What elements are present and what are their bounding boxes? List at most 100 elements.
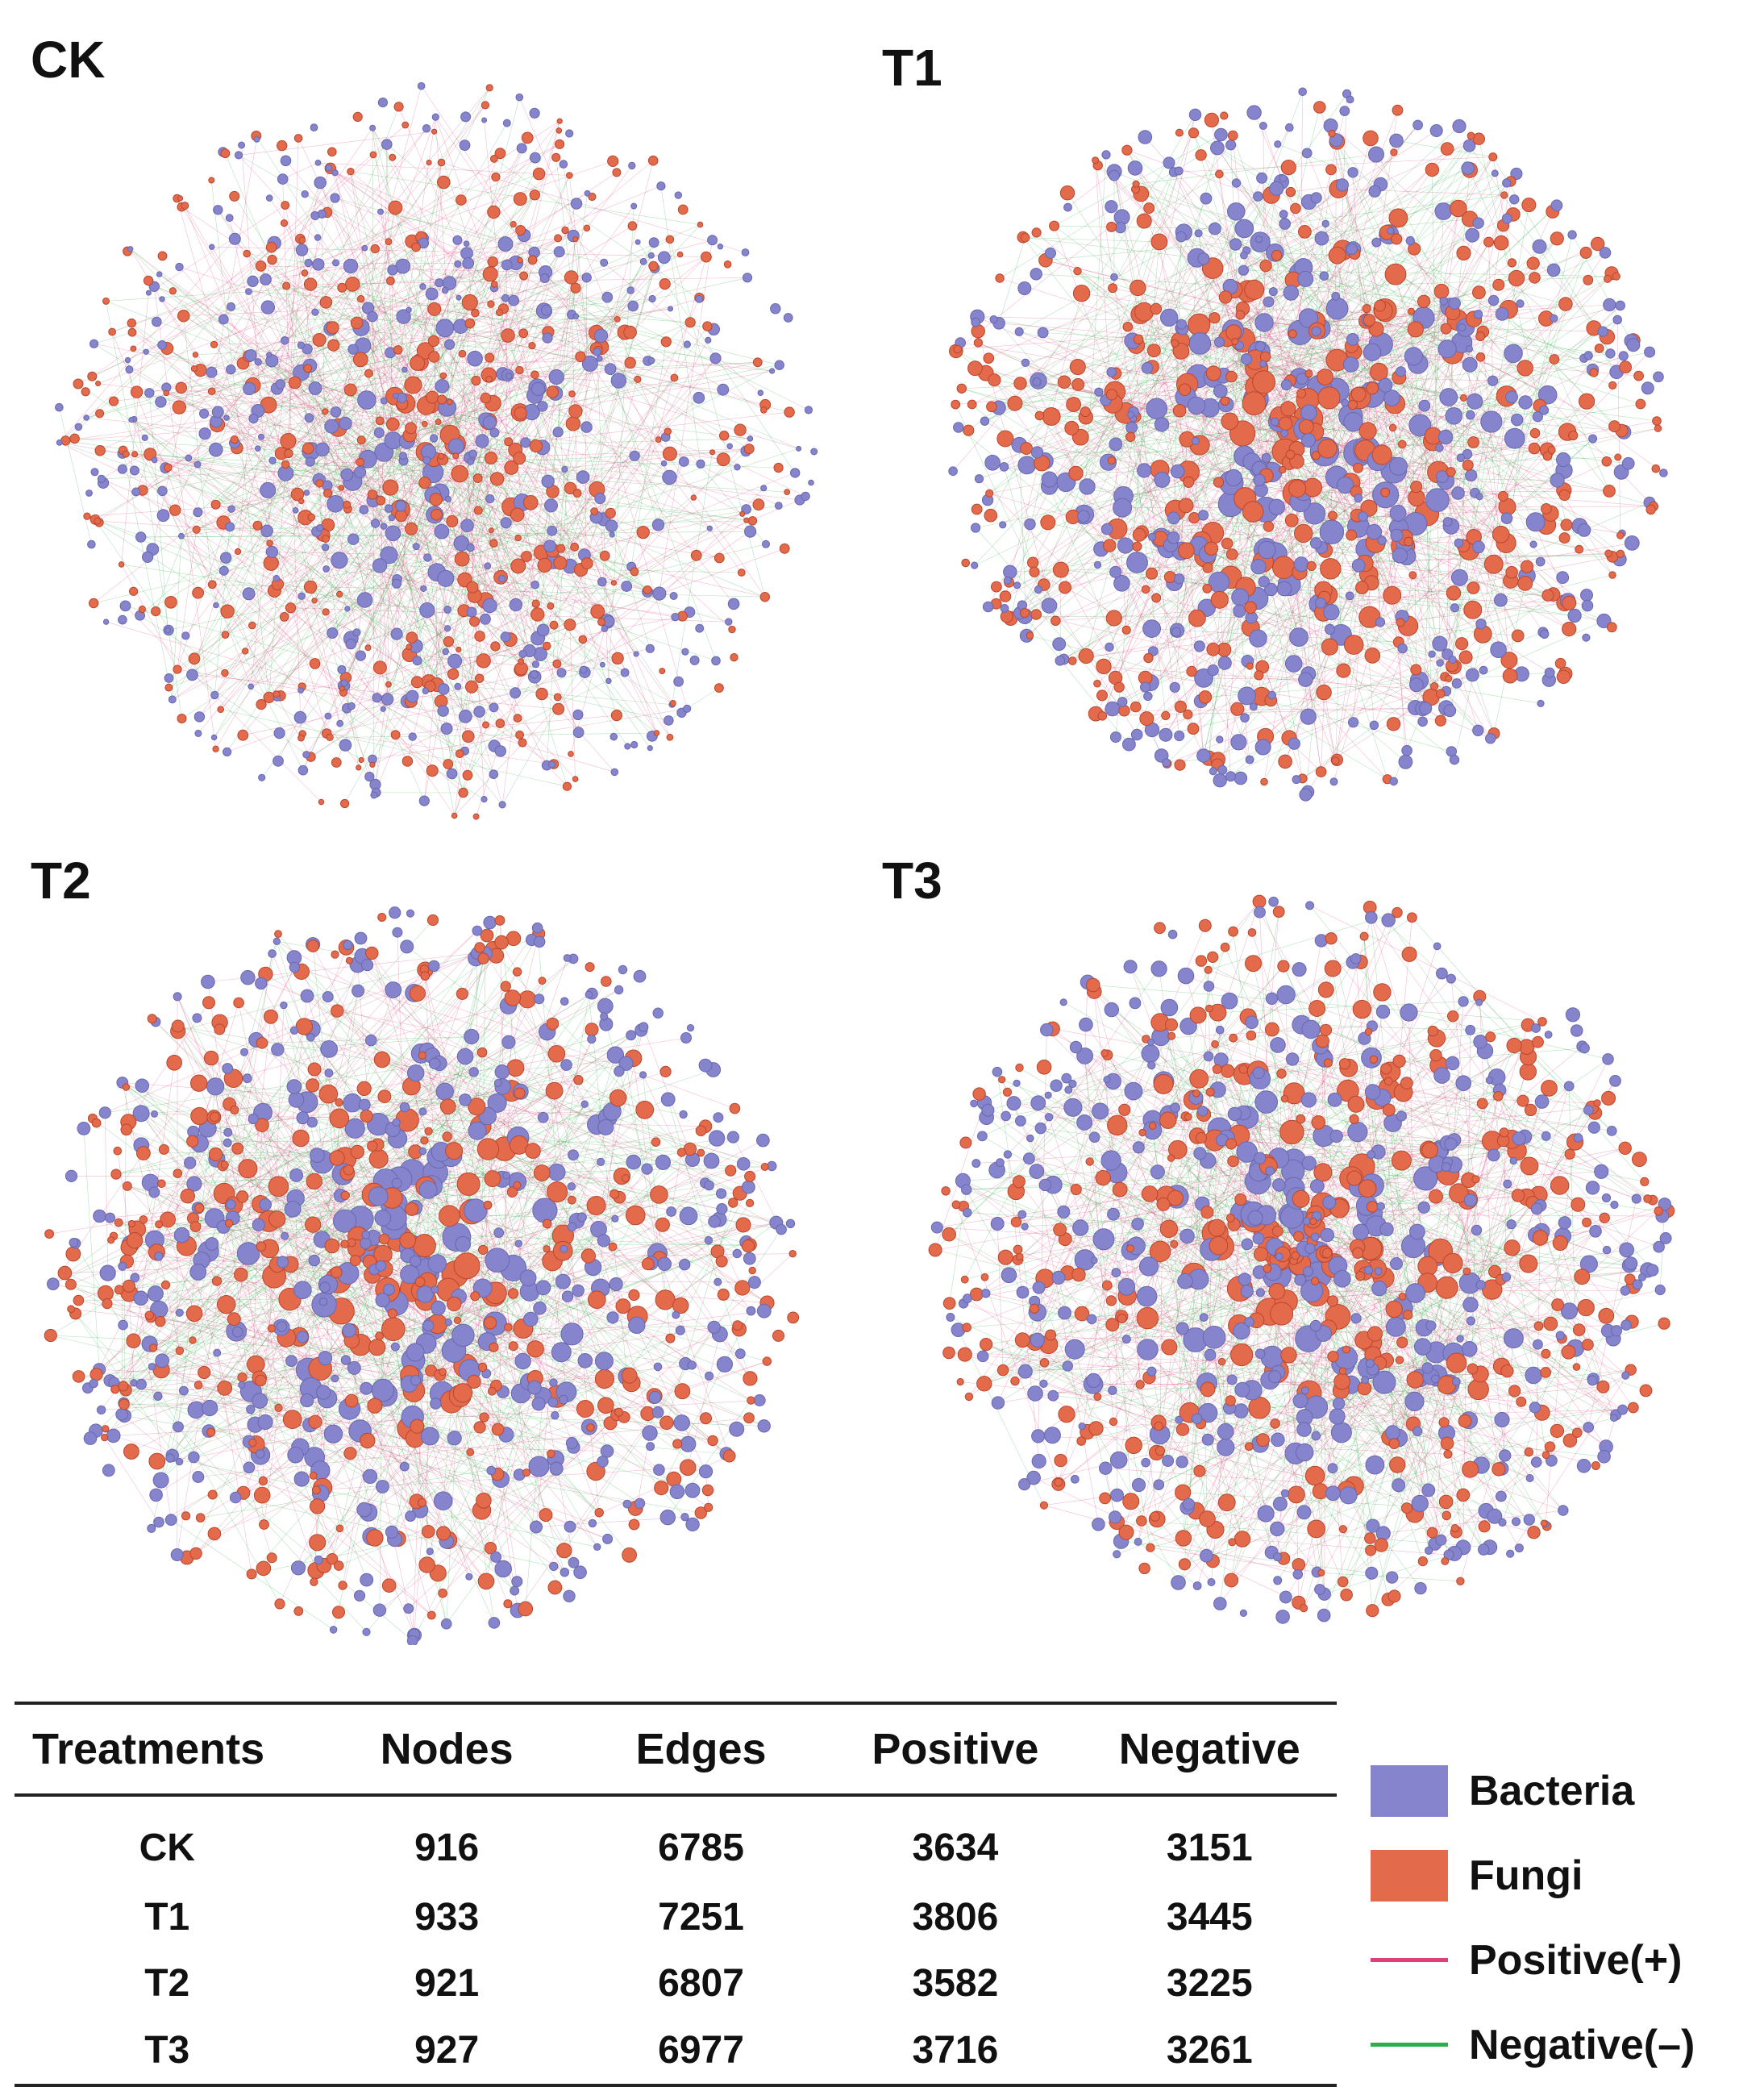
bacteria-node (670, 1485, 684, 1499)
fungi-node (1148, 344, 1161, 357)
bacteria-node (230, 1492, 241, 1503)
fungi-node (260, 1520, 269, 1530)
bacteria-node (374, 428, 384, 438)
bacteria-node (1396, 367, 1406, 377)
bacteria-node (289, 1092, 304, 1107)
bacteria-node (362, 1231, 370, 1239)
fungi-node (463, 770, 472, 780)
fungi-node (510, 508, 524, 522)
bacteria-node (971, 318, 980, 327)
bacteria-node (190, 1264, 206, 1281)
bacteria-node (654, 1464, 665, 1476)
bacteria-node (1390, 457, 1408, 475)
bacteria-node (625, 744, 630, 749)
bacteria-node (597, 356, 602, 361)
bacteria-node (260, 274, 272, 285)
fungi-node (1512, 630, 1524, 642)
bacteria-node (501, 260, 512, 270)
fungi-node (1411, 481, 1422, 493)
fungi-node (600, 551, 609, 560)
fungi-node (1286, 450, 1295, 459)
fungi-node (963, 425, 974, 435)
bacteria-node (498, 237, 513, 252)
bacteria-node (1163, 759, 1171, 767)
bacteria-node (668, 306, 673, 311)
fungi-node (660, 1066, 671, 1077)
bacteria-node (410, 1256, 421, 1266)
bacteria-node (727, 444, 733, 449)
fungi-node (734, 424, 746, 435)
bacteria-node (516, 94, 523, 101)
fungi-node (666, 235, 674, 244)
fungi-node (514, 714, 522, 723)
fungi-node (1431, 683, 1438, 690)
bacteria-node (1197, 749, 1210, 762)
bacteria-node (550, 1562, 558, 1570)
bacteria-node (562, 466, 568, 472)
bacteria-node (1387, 227, 1394, 234)
bacteria-node (1275, 141, 1281, 148)
fungi-node (1073, 285, 1089, 302)
fungi-node (176, 382, 187, 394)
fungi-node (744, 444, 754, 454)
bacteria-node (348, 702, 356, 710)
bacteria-node (1418, 717, 1428, 727)
bacteria-node (534, 936, 545, 948)
bacteria-node (371, 792, 377, 798)
fungi-node (365, 645, 371, 651)
fungi-node (568, 752, 574, 757)
bacteria-node (459, 710, 472, 723)
fungi-node (1434, 284, 1449, 298)
fungi-node (144, 276, 152, 285)
bacteria-node (136, 532, 146, 542)
bacteria-node (1194, 641, 1204, 652)
bacteria-node (385, 1526, 397, 1538)
fungi-node (1289, 481, 1306, 498)
panel-label-ck: CK (31, 34, 105, 85)
fungi-node (490, 539, 498, 548)
fungi-node (1367, 382, 1379, 394)
fungi-node (568, 1196, 576, 1204)
fungi-node (1404, 537, 1413, 546)
fungi-node (655, 1218, 669, 1231)
fungi-node (207, 1428, 215, 1436)
bacteria-node (1250, 630, 1267, 647)
bacteria-node (577, 1213, 586, 1222)
fungi-node (328, 340, 339, 351)
bacteria-node (688, 1361, 696, 1369)
bacteria-node (573, 710, 583, 719)
fungi-node (1506, 566, 1518, 578)
bacteria-node (441, 1618, 451, 1629)
fungi-node (553, 660, 561, 668)
fungi-node (1612, 273, 1620, 280)
fungi-node (324, 489, 332, 498)
fungi-node (1184, 477, 1194, 487)
bacteria-node (1214, 385, 1228, 398)
bacteria-node (406, 1511, 416, 1522)
bacteria-node (259, 774, 265, 781)
fungi-node (331, 1267, 342, 1278)
fungi-node (1032, 228, 1041, 237)
fungi-node (1126, 432, 1135, 441)
fungi-node (531, 608, 544, 621)
bacteria-node (424, 554, 431, 561)
bacteria-node (1189, 333, 1211, 355)
bacteria-node (180, 1386, 189, 1395)
fungi-node (281, 220, 287, 227)
bacteria-node (1255, 314, 1273, 331)
fungi-node (44, 1329, 56, 1341)
bacteria-node (293, 508, 298, 514)
fungi-node (456, 195, 467, 206)
bacteria-node (680, 1436, 696, 1452)
fungi-node (1467, 582, 1479, 594)
network-edge (545, 278, 809, 410)
bacteria-node (1144, 692, 1152, 700)
fungi-node (285, 603, 295, 613)
network-edge (337, 1011, 472, 1037)
bacteria-node (392, 1178, 401, 1188)
bacteria-node (202, 1400, 218, 1415)
bacteria-node (672, 614, 679, 621)
fungi-node (488, 206, 500, 218)
bacteria-node (515, 1353, 530, 1368)
bacteria-node (1102, 151, 1110, 159)
